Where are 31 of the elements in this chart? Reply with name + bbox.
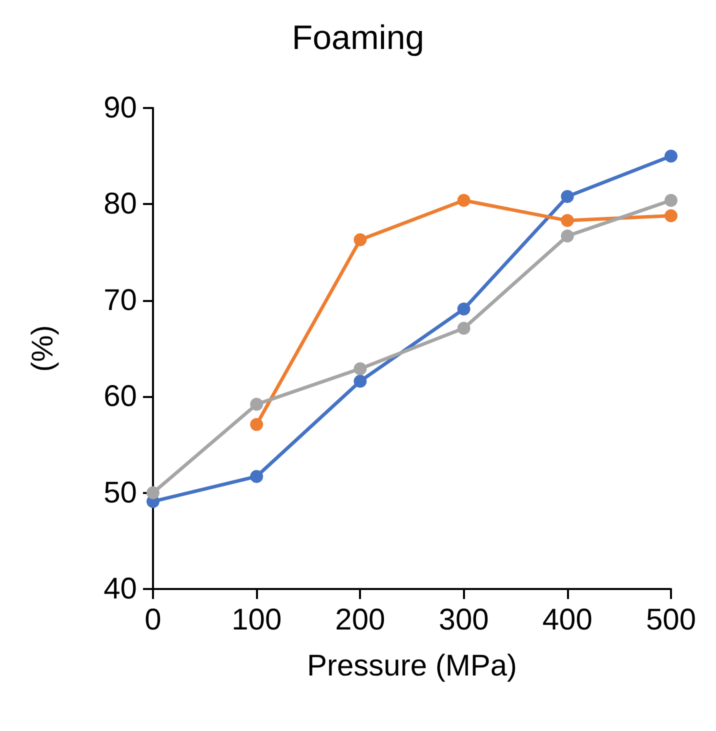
point bbox=[457, 302, 470, 316]
x-tick-label: 0 bbox=[144, 604, 162, 636]
point bbox=[250, 418, 264, 431]
y-tick-label: 80 bbox=[104, 188, 137, 221]
y-axis-title: (%) bbox=[26, 325, 60, 372]
point bbox=[560, 214, 574, 228]
point bbox=[354, 233, 367, 246]
y-tick-label: 40 bbox=[104, 572, 137, 606]
x-tick-label: 500 bbox=[646, 604, 696, 636]
point bbox=[146, 486, 160, 500]
x-tick-label: 100 bbox=[232, 604, 282, 636]
point bbox=[664, 150, 678, 163]
point bbox=[354, 374, 367, 388]
point bbox=[664, 209, 678, 222]
point bbox=[354, 362, 367, 376]
y-tick-label: 90 bbox=[104, 92, 137, 124]
x-tick-label: 300 bbox=[438, 604, 489, 636]
x-axis-title: Pressure (MPa) bbox=[306, 650, 518, 682]
point bbox=[250, 470, 264, 483]
x-tick-label: 200 bbox=[335, 604, 386, 636]
y-tick-label: 60 bbox=[104, 380, 137, 414]
point bbox=[457, 322, 470, 335]
point bbox=[560, 190, 574, 203]
y-tick-label: 50 bbox=[104, 476, 137, 510]
point bbox=[457, 194, 470, 207]
chart-title: Foaming bbox=[292, 19, 424, 57]
x-tick-label: 400 bbox=[542, 604, 592, 636]
point bbox=[250, 398, 264, 411]
point bbox=[560, 229, 574, 242]
point bbox=[664, 194, 678, 207]
y-tick-label: 70 bbox=[104, 284, 137, 317]
